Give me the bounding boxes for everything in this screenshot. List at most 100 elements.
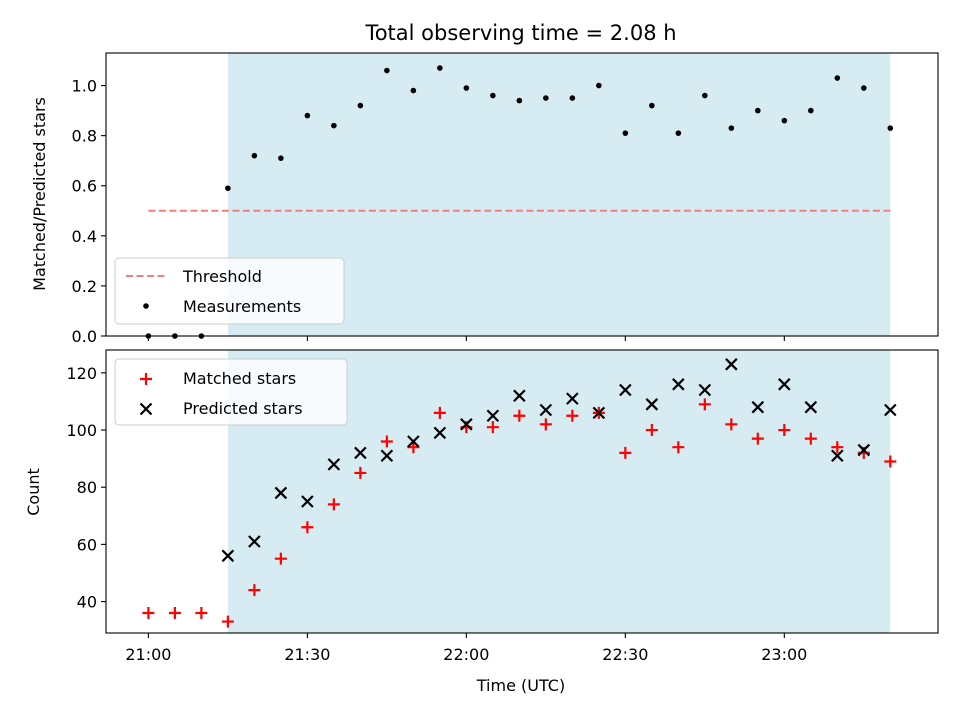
matched-stars-point	[831, 441, 844, 454]
predicted-stars-point	[460, 418, 473, 431]
legend-predicted-swatch	[139, 402, 153, 416]
x-tick-label: 21:30	[284, 645, 330, 664]
measurement-point	[596, 82, 602, 89]
matched-stars-point	[301, 521, 314, 534]
matched-stars-point	[778, 424, 791, 437]
predicted-stars-point	[804, 400, 818, 414]
legend-matched-label: Matched stars	[183, 369, 296, 388]
measurement-point	[543, 95, 549, 101]
predicted-stars-point	[539, 403, 553, 417]
legend-predicted-label: Predicted stars	[183, 399, 303, 418]
measurement-point	[357, 102, 364, 109]
measurement-point	[649, 102, 655, 109]
bottom-y-tick-label: 80	[77, 478, 97, 497]
measurement-point	[728, 125, 735, 131]
predicted-stars-point	[857, 443, 871, 457]
legend-threshold-label: Threshold	[182, 267, 262, 286]
measurement-point	[675, 130, 682, 136]
top-y-tick-label: 0.0	[72, 327, 97, 346]
bottom-y-tick-label: 120	[66, 364, 97, 383]
legend-box	[114, 257, 345, 325]
matched-stars-point	[221, 615, 234, 628]
matched-stars-point	[804, 432, 817, 445]
predicted-stars-point	[248, 535, 261, 548]
matched-stars-point	[168, 606, 181, 619]
matched-stars-point	[486, 421, 499, 434]
matched-stars-point	[380, 435, 393, 448]
matched-stars-point	[274, 552, 287, 565]
matched-stars-point	[698, 398, 711, 411]
top-y-tick-label: 0.2	[72, 277, 97, 296]
measurement-point	[331, 122, 337, 129]
bottom-y-tick-label: 100	[66, 421, 97, 440]
top-y-tick-label: 0.4	[72, 227, 97, 246]
top-y-tick-label: 0.6	[72, 177, 97, 196]
matched-stars-point	[539, 418, 552, 431]
predicted-stars-point	[831, 449, 844, 463]
measurement-point	[251, 152, 258, 159]
predicted-stars-point	[433, 426, 447, 440]
predicted-stars-point	[645, 398, 659, 411]
measurement-point	[781, 117, 788, 124]
predicted-stars-point	[274, 486, 288, 500]
bottom-plot-area: 40 60 80 100 120 21:00 21:30 22:00 22:30 23:00 Mat…	[66, 349, 939, 664]
predicted-stars-point	[566, 392, 579, 405]
measurement-point	[622, 130, 629, 136]
matched-stars-point	[407, 441, 420, 454]
predicted-stars-point	[619, 383, 632, 397]
measurement-point	[463, 85, 470, 91]
measurement-point	[225, 185, 231, 192]
matched-stars-point	[248, 584, 261, 597]
measurement-point	[384, 67, 390, 74]
x-tick-label: 22:00	[443, 645, 489, 664]
bottom-axes-frame	[105, 349, 939, 634]
matched-stars-point	[327, 498, 340, 511]
matched-stars-point	[433, 406, 446, 419]
measurement-point	[490, 92, 496, 99]
x-tick-label: 22:30	[602, 645, 648, 664]
measurement-point	[437, 65, 443, 71]
legend-measurements-label: Measurements	[183, 297, 301, 316]
measurement-point	[755, 107, 761, 114]
predicted-stars-point	[380, 449, 394, 463]
predicted-stars-point	[725, 358, 738, 371]
matched-stars-point	[566, 409, 579, 422]
predicted-stars-point	[592, 406, 606, 420]
chart-title: Total observing time = 2.08 h	[364, 21, 676, 45]
predicted-stars-point	[884, 403, 897, 417]
measurement-point	[887, 125, 894, 131]
predicted-stars-point	[778, 378, 791, 391]
matched-stars-point	[195, 606, 208, 619]
predicted-stars-point	[301, 495, 314, 508]
measurement-point	[834, 75, 841, 81]
measurement-point	[304, 112, 311, 119]
top-axes-frame	[105, 52, 939, 337]
x-tick-label: 21:00	[125, 645, 171, 664]
predicted-stars-point	[672, 378, 685, 391]
measurement-point	[569, 95, 576, 101]
matched-stars-point	[672, 441, 685, 454]
top-legend: Threshold Measurements	[114, 257, 345, 325]
bottom-y-tick-label: 40	[77, 593, 97, 612]
predicted-stars-point	[486, 409, 500, 423]
matched-stars-point	[751, 432, 764, 445]
predicted-stars-point	[221, 549, 235, 563]
matched-stars-point	[884, 455, 897, 468]
measurement-point	[278, 155, 284, 161]
top-plot-area: 0.0 0.2 0.4 0.6 0.8 1.0 Threshold Measurements	[72, 52, 939, 346]
predicted-stars-point	[513, 389, 526, 403]
x-tick-label: 23:00	[761, 645, 807, 664]
legend-matched-swatch	[140, 373, 152, 385]
x-axis-label: Time (UTC)	[476, 676, 565, 695]
predicted-stars-point	[407, 435, 420, 448]
matched-stars-point	[513, 409, 526, 422]
measurement-point	[516, 97, 523, 104]
top-y-tick-label: 0.8	[72, 127, 97, 146]
legend-box	[114, 358, 348, 426]
matched-stars-point	[645, 424, 658, 437]
measurement-point	[410, 87, 417, 94]
legend-measurements-swatch	[143, 303, 149, 309]
measurement-point	[702, 92, 708, 99]
matched-stars-point	[142, 606, 155, 619]
